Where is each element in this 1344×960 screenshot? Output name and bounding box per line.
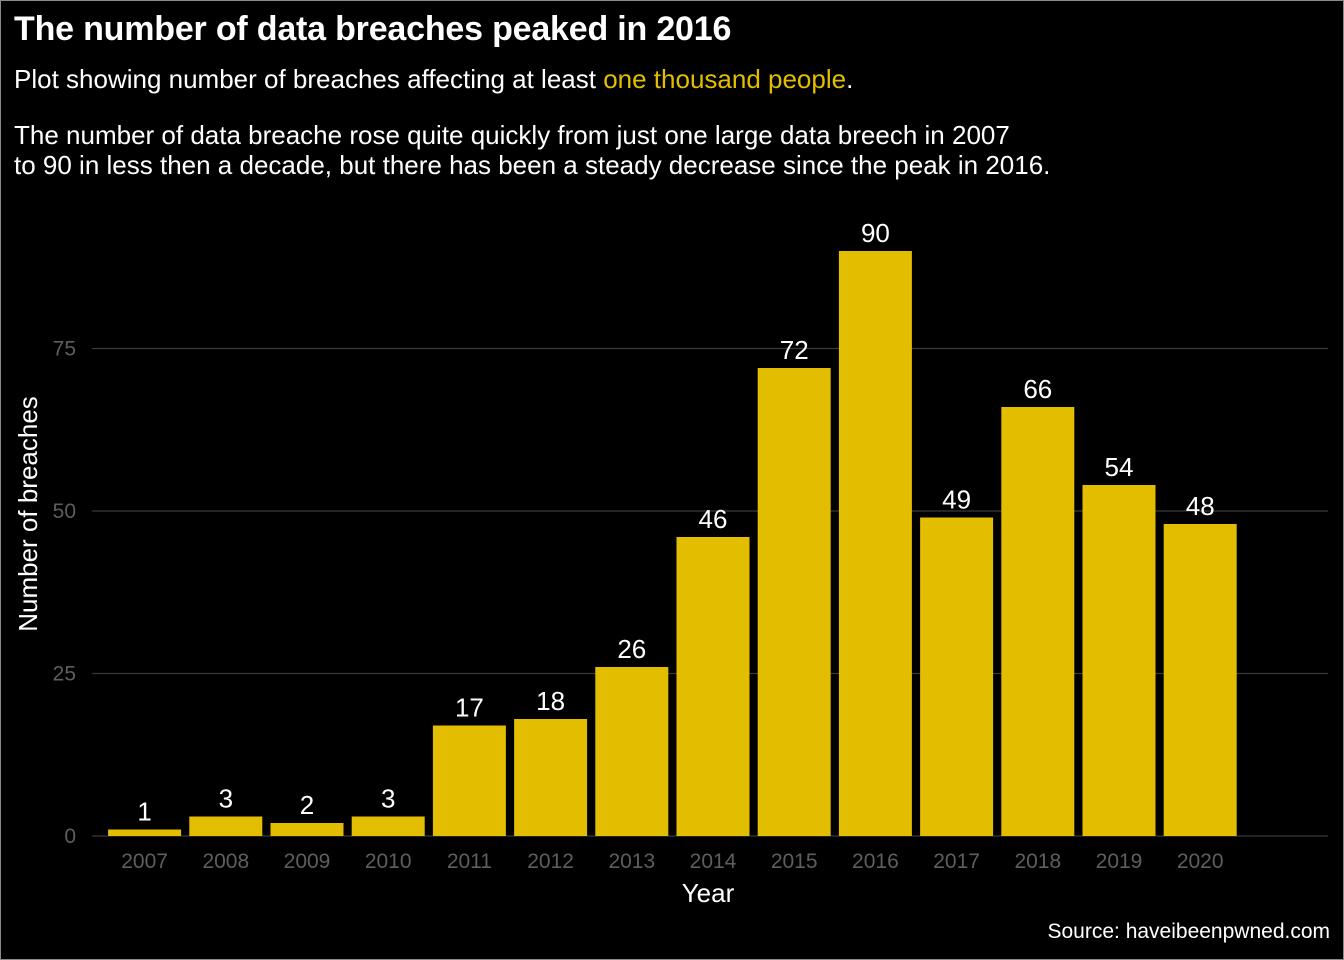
bar-value-label: 90 <box>861 218 890 248</box>
subtitle-suffix: . <box>846 64 854 94</box>
subtitle-highlight: one thousand people <box>603 64 847 94</box>
x-tick-label: 2007 <box>121 850 168 873</box>
bar <box>1163 524 1237 836</box>
chart-description: The number of data breache rose quite qu… <box>14 120 1050 180</box>
x-tick-label: 2017 <box>933 850 980 873</box>
x-tick-label: 2014 <box>690 850 737 873</box>
chart-subtitle: Plot showing number of breaches affectin… <box>14 64 853 95</box>
description-line-2: to 90 in less then a decade, but there h… <box>14 150 1051 180</box>
bar-value-label: 1 <box>137 797 151 827</box>
x-tick-label: 2012 <box>527 850 574 873</box>
bar <box>108 829 182 836</box>
bar-value-label: 3 <box>381 784 395 814</box>
bar-value-label: 49 <box>942 485 971 515</box>
description-line-1: The number of data breache rose quite qu… <box>14 120 1010 150</box>
bar <box>189 816 263 836</box>
bar-value-label: 3 <box>219 784 233 814</box>
y-tick-label: 25 <box>53 663 76 686</box>
x-tick-label: 2020 <box>1177 850 1224 873</box>
bar-value-label: 17 <box>455 693 484 723</box>
bar-value-label: 46 <box>699 504 728 534</box>
x-tick-label: 2009 <box>284 850 331 873</box>
bar-value-label: 26 <box>617 634 646 664</box>
bar-value-label: 48 <box>1186 491 1215 521</box>
bar-value-label: 18 <box>536 686 565 716</box>
y-tick-label: 75 <box>53 338 76 361</box>
x-tick-label: 2013 <box>608 850 655 873</box>
bar <box>676 537 750 836</box>
bar <box>432 725 506 836</box>
x-tick-label: 2008 <box>202 850 249 873</box>
bar <box>351 816 425 836</box>
subtitle-prefix: Plot showing number of breaches affectin… <box>14 64 604 94</box>
source-caption: Source: haveibeenpwned.com <box>1047 920 1330 943</box>
chart-title: The number of data breaches peaked in 20… <box>14 10 732 48</box>
x-tick-label: 2018 <box>1014 850 1061 873</box>
x-axis-title: Year <box>682 878 735 908</box>
bar <box>595 667 669 836</box>
x-tick-label: 2011 <box>447 850 492 873</box>
bar <box>514 719 588 836</box>
y-tick-label: 0 <box>64 825 76 848</box>
bar <box>1001 407 1075 836</box>
x-tick-label: 2015 <box>771 850 818 873</box>
bar <box>1082 485 1156 836</box>
x-tick-label: 2010 <box>365 850 412 873</box>
x-tick-label: 2016 <box>852 850 899 873</box>
y-axis-title: Number of breaches <box>13 396 43 632</box>
bar-value-label: 66 <box>1023 374 1052 404</box>
bar <box>757 368 831 836</box>
bar <box>838 251 912 836</box>
bar-value-label: 54 <box>1105 452 1134 482</box>
x-tick-label: 2019 <box>1096 850 1143 873</box>
bar-value-label: 2 <box>300 790 314 820</box>
y-tick-label: 50 <box>53 500 76 523</box>
bar-value-label: 72 <box>780 335 809 365</box>
bar <box>920 517 994 836</box>
bar <box>270 823 344 836</box>
